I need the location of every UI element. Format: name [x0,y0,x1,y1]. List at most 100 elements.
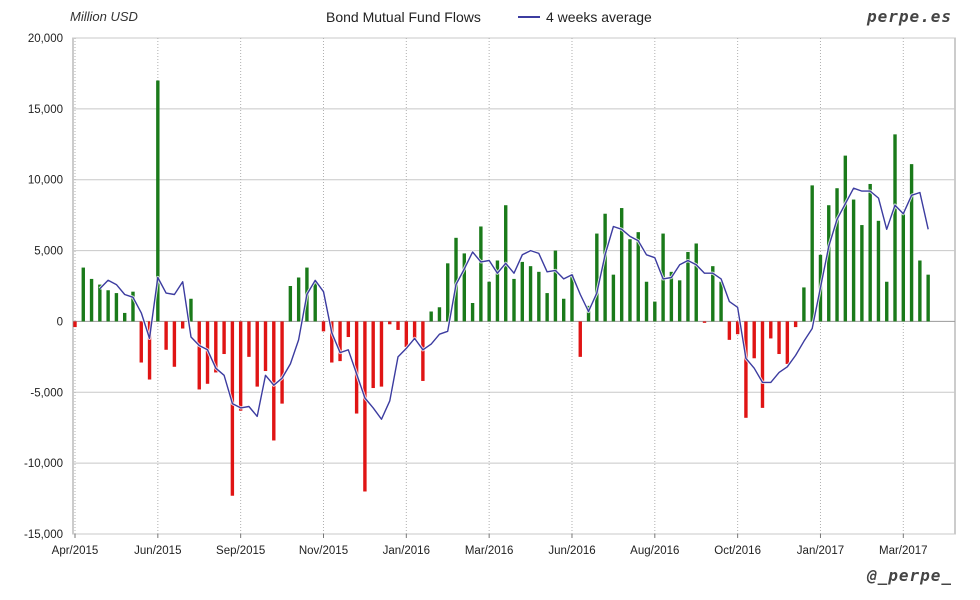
flow-bar [396,321,400,330]
flow-bar [619,208,624,322]
flow-bar [321,321,326,332]
flow-bar [595,233,599,322]
flow-bar [802,287,806,322]
flow-bar [437,307,442,322]
flow-bar [752,321,756,359]
flow-bar [793,321,798,328]
x-tick-label: Aug/2016 [630,545,679,557]
flow-bar [470,303,475,322]
author-handle: @_perpe_ [866,566,952,585]
flow-bar [711,266,715,322]
x-tick-label: Mar/2017 [879,545,928,557]
flow-bar [578,321,582,357]
flow-bar [172,321,177,367]
flow-bar [371,321,375,389]
flow-bar [893,134,897,322]
flow-bar [238,321,243,411]
flow-bar [164,321,168,350]
flow-bar [197,321,201,390]
flow-bar [495,260,500,322]
flow-bar [835,188,839,322]
flow-bar [777,321,781,355]
x-tick-label: Apr/2015 [52,545,99,557]
flow-bar [354,321,359,414]
x-tick-label: Oct/2016 [714,545,761,557]
flow-bar [860,225,864,322]
brand-watermark: perpe.es [866,7,952,26]
y-tick-label: 10,000 [28,175,63,187]
flow-bar [744,321,748,418]
flow-bar [669,271,674,322]
flow-bar [926,274,930,322]
flow-bar [180,321,185,329]
flow-bar [255,321,259,387]
x-tick-label: Jun/2015 [134,545,181,557]
flow-bar [545,293,549,322]
flow-bar [429,311,433,322]
flow-bar [528,266,533,322]
flow-bar [719,281,723,322]
flow-bar [553,250,558,322]
flow-bar [230,321,235,496]
flow-bar [346,321,351,338]
x-tick-label: Nov/2015 [299,545,348,557]
flow-bar [404,321,409,347]
y-tick-label: 0 [57,316,63,328]
flow-bar [247,321,251,357]
flow-bar [611,274,616,322]
flow-bar [885,281,889,322]
flow-bar [388,321,392,325]
y-axis-unit-label: Million USD [70,9,138,24]
flow-bar [868,183,872,322]
x-tick-label: Jan/2016 [383,545,430,557]
flow-bar [769,321,773,339]
flow-bar [653,301,657,322]
flow-bar [636,232,640,322]
flow-bar [810,185,814,322]
flow-bar [139,321,143,363]
flow-bar [479,226,483,322]
y-tick-label: 20,000 [28,33,63,45]
flow-bar [487,281,491,322]
flow-bar [851,199,856,322]
flow-bar [296,277,301,322]
flow-bar [363,321,367,492]
flow-bar [537,271,541,322]
chart-title: Bond Mutual Fund Flows [326,9,481,25]
flow-bar [412,321,417,340]
flow-bar [131,291,135,322]
flow-bar [272,321,276,441]
x-tick-label: Mar/2016 [465,545,514,557]
flow-bar [454,237,458,322]
flow-bar [280,321,284,404]
flow-bar [114,293,119,322]
y-tick-label: 5,000 [34,246,63,258]
x-tick-label: Jun/2016 [548,545,595,557]
flow-bar [918,260,922,322]
flow-bar [561,298,566,322]
flow-bar [330,321,334,363]
flow-bar [909,164,914,322]
flow-bar [628,239,632,322]
y-tick-label: -5,000 [30,387,63,399]
flow-bar [520,261,524,322]
flow-bar [677,280,682,322]
flow-bar [644,281,649,322]
flow-bar [222,321,226,355]
flow-bar [827,205,831,322]
flow-bar [570,274,574,322]
flow-bar [735,321,740,335]
legend-line-swatch [518,16,540,18]
x-tick-label: Sep/2015 [216,545,265,557]
y-tick-label: -10,000 [24,458,63,470]
flow-bar [288,286,293,322]
flow-bar [785,321,790,364]
x-tick-label: Jan/2017 [797,545,844,557]
legend: 4 weeks average [518,9,652,25]
flow-bar [122,312,127,322]
flow-bar [106,290,110,322]
flow-bar [81,267,85,322]
flow-bar [876,220,881,322]
flow-bar [586,305,591,322]
